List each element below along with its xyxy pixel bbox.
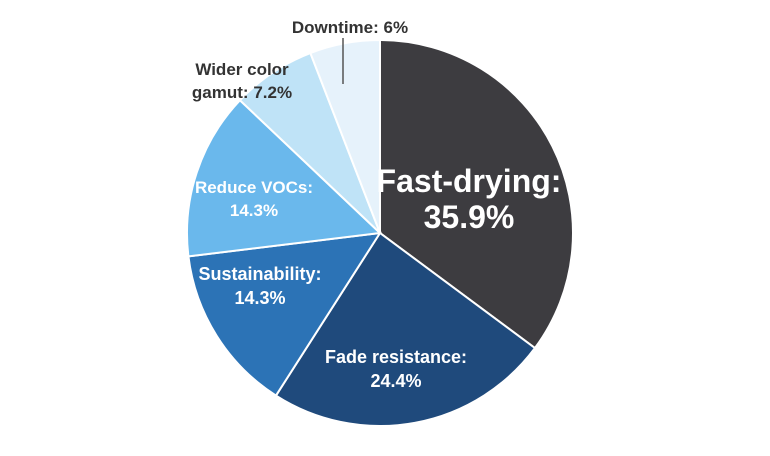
slice-value-fast-drying: 35.9% — [424, 199, 515, 235]
slice-label-wider-color-gamut-line2: gamut: 7.2% — [192, 83, 292, 102]
pie-slice-downtime — [309, 38, 381, 234]
slice-label-reduce-vocs: Reduce VOCs: — [195, 178, 313, 197]
slice-value-wider-color-gamut: 7.2% — [253, 83, 292, 102]
downtime-label-text: Downtime: — [292, 18, 379, 37]
slice-label-wider-color-gamut-line1: Wider color — [195, 60, 289, 79]
slice-label-sustainability: Sustainability: — [198, 264, 321, 284]
slice-value-reduce-vocs: 14.3% — [230, 201, 278, 220]
slice-value-downtime: 6% — [384, 18, 409, 37]
pie-slice-fade-resistance — [274, 231, 537, 427]
pie-slice-sustainability — [187, 231, 382, 397]
slice-value-sustainability: 14.3% — [234, 288, 285, 308]
slice-value-fade-resistance: 24.4% — [370, 371, 421, 391]
slice-label-fast-drying: Fast-drying: — [377, 163, 562, 199]
pie-slice-fast-drying — [379, 38, 574, 350]
pie-slices — [186, 38, 574, 427]
slice-label-downtime: Downtime: 6% — [292, 18, 408, 37]
slice-label-fade-resistance: Fade resistance: — [325, 347, 467, 367]
pie-slice-reduce-vocs — [186, 98, 383, 258]
